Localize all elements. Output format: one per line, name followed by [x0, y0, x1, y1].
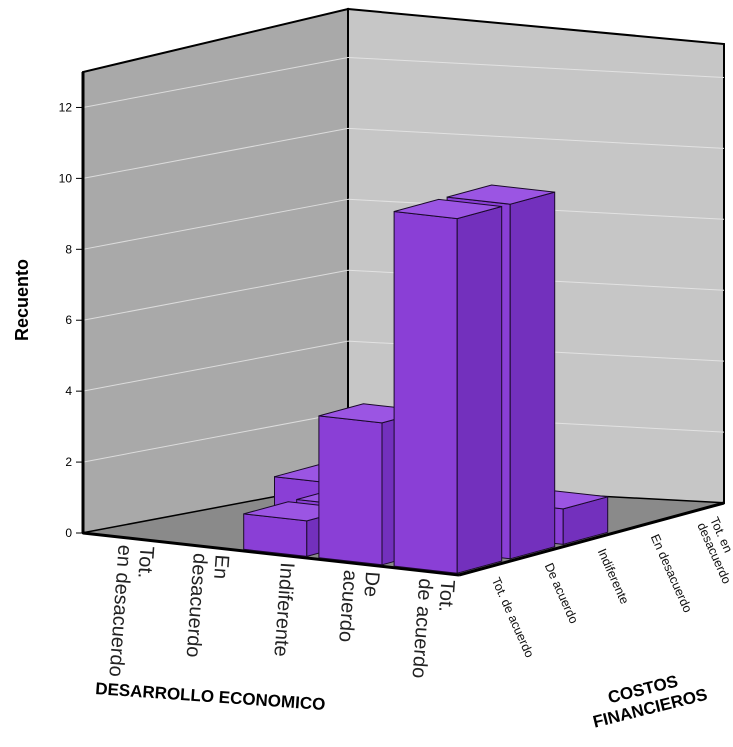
x-axis-title: DESARROLLO ECONOMICO [95, 679, 326, 714]
y-axis-ticks: 0 2 4 6 8 10 12 [59, 100, 83, 540]
z-category-label: Tot. de acuerdo [489, 575, 537, 659]
y-axis-title: Recuento [12, 259, 32, 341]
gridline-left-wall [82, 340, 349, 392]
gridline-left-wall [82, 56, 349, 108]
gridline-left-wall [82, 411, 349, 463]
gridline-left-wall [82, 127, 349, 179]
x-category-label: Tot.de acuerdo [407, 578, 458, 681]
gridline-left-wall [82, 269, 349, 321]
y-tick-label: 2 [65, 455, 72, 469]
y-tick-label: 12 [59, 100, 73, 114]
bar-face-left [393, 210, 458, 574]
floor-front-edge-left [82, 531, 460, 577]
y-tick-label: 8 [65, 242, 72, 256]
z-category-label: Tot. endesacuerdo [694, 515, 733, 586]
z-category-label: En desacuerdo [648, 532, 695, 615]
x-category-label: Endesacuerdo [182, 552, 233, 659]
gridline-left-wall [82, 198, 349, 250]
gridline-back-wall [347, 127, 725, 149]
y-tick-label: 6 [65, 313, 72, 327]
x-category-label: Tot.en desacuerdo [104, 544, 157, 679]
bar-face-left [318, 415, 383, 566]
bar-face-right [456, 205, 503, 574]
y-tick-label: 10 [59, 171, 73, 185]
x-category-label: Indiferente [269, 562, 298, 658]
bars [243, 184, 609, 574]
z-category-label: Indiferente [595, 547, 632, 607]
y-tick-label: 4 [65, 384, 72, 398]
z-axis-title: COSTOS FINANCIEROS [586, 665, 709, 731]
bar-face-top [446, 184, 555, 205]
y-tick-label: 0 [65, 526, 72, 540]
bar-face-right [509, 191, 556, 560]
bar-face-top [393, 198, 502, 220]
z-category-label: De acuerdo [542, 561, 581, 626]
gridline-back-wall [347, 56, 725, 78]
floor-front-edge-right [458, 501, 725, 577]
bar [393, 198, 503, 574]
x-category-label: Deacuerdo [334, 569, 383, 644]
